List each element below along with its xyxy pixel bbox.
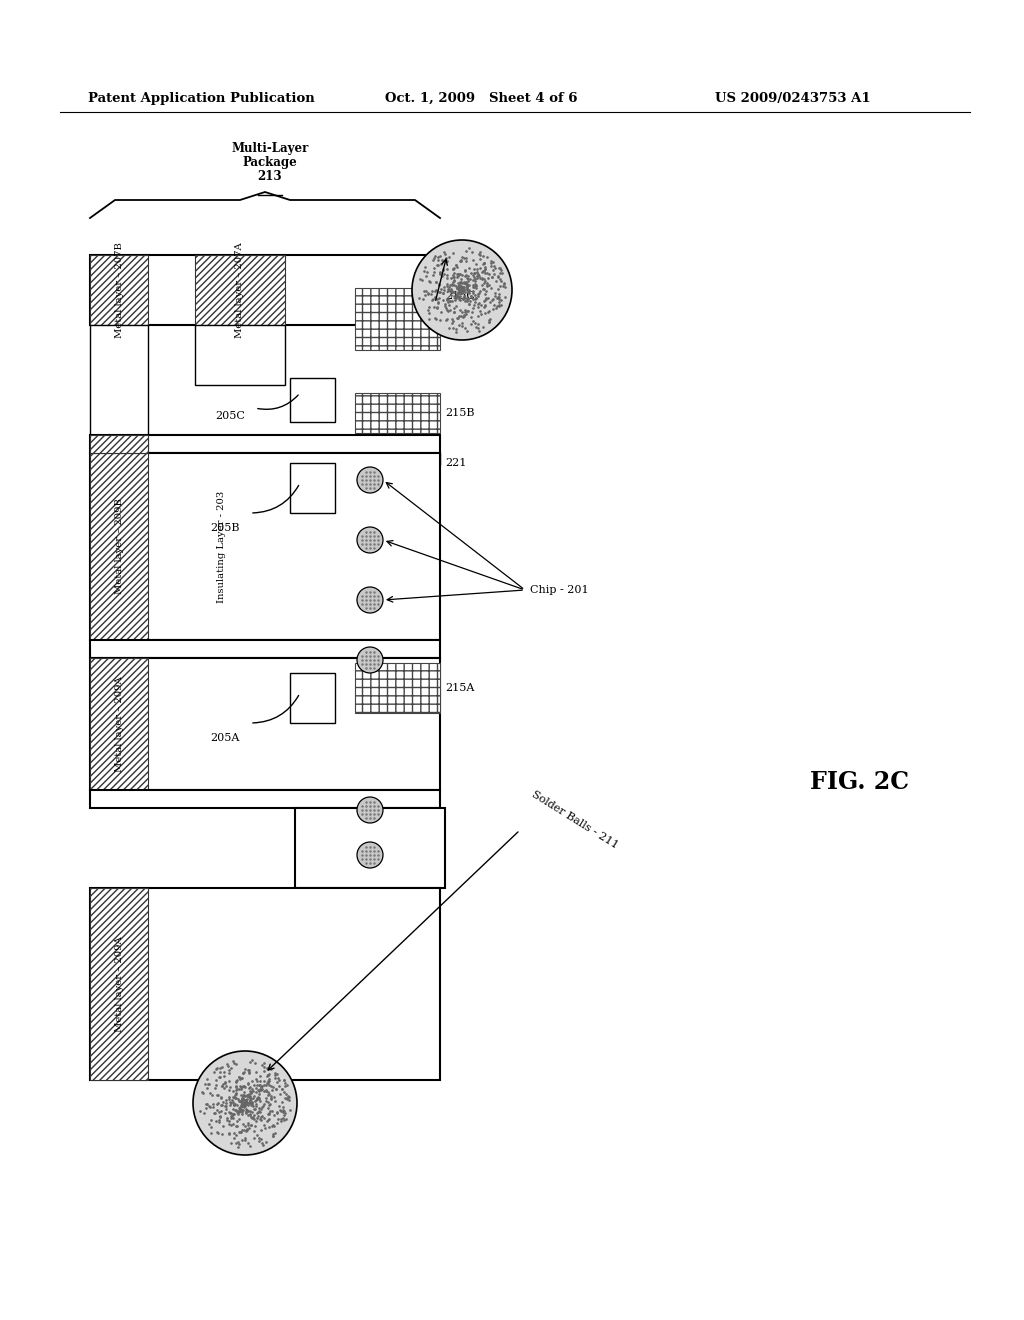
- Bar: [295, 808, 445, 888]
- Text: Metal layer – 207B: Metal layer – 207B: [115, 242, 124, 338]
- Bar: [290, 378, 335, 422]
- Text: Solder Balls - 211: Solder Balls - 211: [530, 789, 620, 850]
- Text: Metal layer – 209A: Metal layer – 209A: [115, 676, 124, 772]
- Bar: [90, 888, 148, 1080]
- Bar: [90, 325, 148, 436]
- Circle shape: [357, 842, 383, 869]
- Text: 221: 221: [445, 458, 466, 469]
- Text: Chip - 201: Chip - 201: [530, 585, 589, 595]
- Bar: [290, 463, 335, 513]
- Bar: [90, 453, 440, 640]
- Text: Multi-Layer: Multi-Layer: [231, 143, 308, 154]
- Bar: [355, 663, 440, 713]
- Bar: [90, 888, 440, 1080]
- Bar: [340, 453, 440, 465]
- Bar: [195, 325, 285, 385]
- Text: Metal layer – 209B: Metal layer – 209B: [115, 499, 124, 594]
- Text: Package: Package: [243, 156, 297, 169]
- Text: Insulating Layer - 203: Insulating Layer - 203: [216, 490, 225, 603]
- Bar: [90, 640, 440, 657]
- Text: Metal layer – 209A: Metal layer – 209A: [115, 936, 124, 1032]
- Bar: [90, 436, 440, 453]
- Text: Patent Application Publication: Patent Application Publication: [88, 92, 314, 106]
- Text: 205B: 205B: [210, 523, 240, 533]
- Bar: [90, 436, 148, 453]
- Text: Oct. 1, 2009   Sheet 4 of 6: Oct. 1, 2009 Sheet 4 of 6: [385, 92, 578, 106]
- Bar: [195, 255, 285, 325]
- Circle shape: [357, 527, 383, 553]
- Circle shape: [357, 587, 383, 612]
- Text: Metal layer – 207A: Metal layer – 207A: [236, 242, 245, 338]
- Circle shape: [357, 647, 383, 673]
- Text: 215B: 215B: [445, 408, 474, 418]
- Bar: [90, 255, 440, 325]
- Circle shape: [412, 240, 512, 341]
- Text: 215A: 215A: [445, 682, 474, 693]
- Circle shape: [357, 467, 383, 492]
- Bar: [290, 673, 335, 723]
- Bar: [90, 453, 148, 640]
- Circle shape: [357, 797, 383, 822]
- Text: 213: 213: [258, 170, 283, 183]
- Bar: [355, 393, 440, 433]
- Circle shape: [193, 1051, 297, 1155]
- Text: 215C: 215C: [445, 290, 475, 301]
- Bar: [90, 255, 148, 325]
- Bar: [355, 288, 440, 350]
- Bar: [90, 657, 440, 789]
- Text: 205A: 205A: [210, 733, 240, 743]
- Bar: [90, 789, 440, 808]
- Bar: [90, 436, 148, 453]
- Bar: [90, 657, 148, 789]
- Text: US 2009/0243753 A1: US 2009/0243753 A1: [715, 92, 870, 106]
- Text: FIG. 2C: FIG. 2C: [810, 770, 909, 795]
- Text: 205C: 205C: [215, 411, 245, 421]
